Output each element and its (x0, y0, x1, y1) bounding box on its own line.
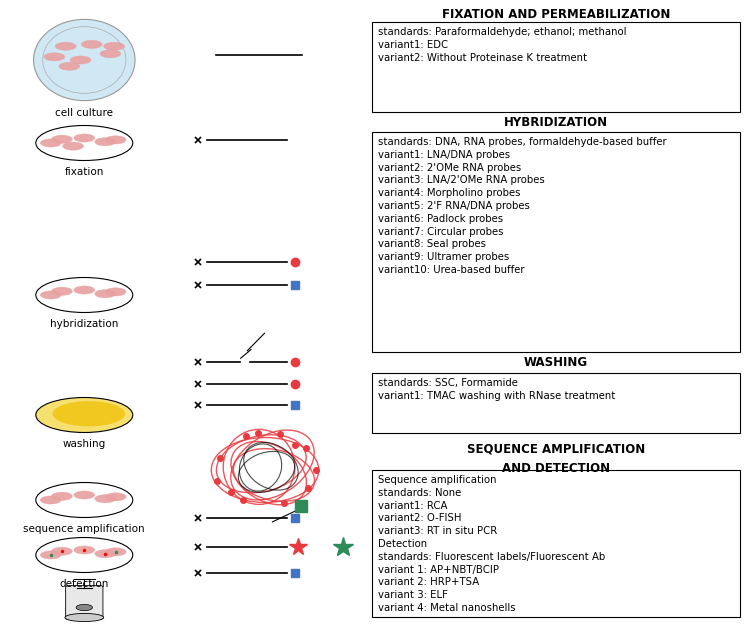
Ellipse shape (63, 142, 84, 150)
Ellipse shape (40, 291, 61, 299)
FancyBboxPatch shape (372, 132, 740, 352)
Ellipse shape (104, 42, 125, 50)
Ellipse shape (40, 139, 61, 147)
Text: standards: DNA, RNA probes, formaldehyde-based buffer
variant1: LNA/DNA probes
v: standards: DNA, RNA probes, formaldehyde… (378, 137, 667, 275)
FancyBboxPatch shape (66, 586, 103, 619)
Text: Sequence amplification
standards: None
variant1: RCA
variant2: O-FISH
variant3: : Sequence amplification standards: None v… (378, 475, 605, 613)
Ellipse shape (105, 492, 126, 501)
Ellipse shape (34, 19, 135, 101)
Ellipse shape (36, 398, 133, 432)
Ellipse shape (74, 546, 95, 554)
Text: WASHING: WASHING (524, 356, 588, 369)
Ellipse shape (51, 135, 72, 143)
Ellipse shape (55, 42, 76, 50)
Text: SEQUENCE AMPLIFICATION: SEQUENCE AMPLIFICATION (467, 443, 645, 456)
Ellipse shape (44, 52, 65, 61)
Text: detection: detection (60, 579, 109, 589)
Ellipse shape (51, 548, 72, 555)
Text: HYBRIDIZATION: HYBRIDIZATION (504, 116, 608, 129)
Ellipse shape (70, 56, 91, 64)
Ellipse shape (74, 491, 95, 499)
Ellipse shape (40, 551, 61, 559)
Ellipse shape (51, 288, 72, 295)
Ellipse shape (36, 538, 133, 572)
Ellipse shape (95, 290, 116, 298)
Ellipse shape (36, 278, 133, 312)
Ellipse shape (52, 401, 125, 426)
Text: fixation: fixation (65, 167, 104, 177)
Ellipse shape (95, 550, 116, 558)
Ellipse shape (76, 604, 93, 611)
FancyBboxPatch shape (372, 470, 740, 617)
Ellipse shape (105, 548, 126, 556)
Text: sequence amplification: sequence amplification (23, 524, 145, 534)
Ellipse shape (105, 136, 126, 144)
Ellipse shape (65, 613, 104, 621)
FancyBboxPatch shape (372, 373, 740, 433)
Ellipse shape (74, 286, 95, 294)
Text: hybridization: hybridization (50, 319, 119, 329)
Text: standards: SSC, Formamide
variant1: TMAC washing with RNase treatment: standards: SSC, Formamide variant1: TMAC… (378, 378, 615, 401)
Ellipse shape (95, 138, 116, 146)
Text: cell culture: cell culture (55, 108, 113, 118)
Ellipse shape (74, 134, 95, 142)
Ellipse shape (105, 288, 126, 296)
Ellipse shape (100, 49, 121, 58)
FancyBboxPatch shape (372, 22, 740, 112)
Ellipse shape (81, 40, 102, 48)
Ellipse shape (36, 126, 133, 161)
Ellipse shape (36, 482, 133, 518)
Ellipse shape (51, 492, 72, 500)
Ellipse shape (59, 62, 80, 70)
Text: FIXATION AND PERMEABILIZATION: FIXATION AND PERMEABILIZATION (442, 8, 670, 21)
Ellipse shape (40, 496, 61, 504)
Text: washing: washing (63, 439, 106, 449)
Ellipse shape (95, 495, 116, 502)
Text: standards: Paraformaldehyde; ethanol; methanol
variant1: EDC
variant2: Without P: standards: Paraformaldehyde; ethanol; me… (378, 27, 627, 62)
Text: AND DETECTION: AND DETECTION (502, 462, 610, 475)
